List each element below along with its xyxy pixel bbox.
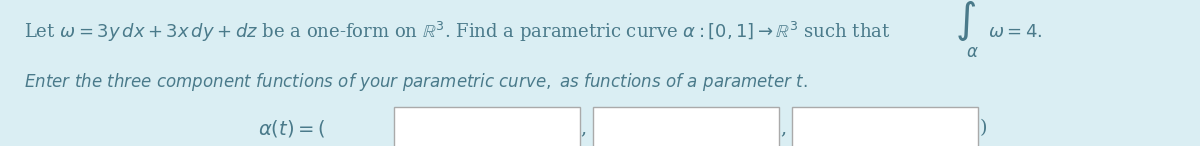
Text: $\int$: $\int$	[955, 0, 977, 43]
FancyBboxPatch shape	[792, 107, 978, 146]
Text: Let $\omega = 3y\,dx + 3x\,dy + dz$ be a one-form on $\mathbb{R}^3$. Find a para: Let $\omega = 3y\,dx + 3x\,dy + dz$ be a…	[24, 20, 890, 44]
FancyBboxPatch shape	[394, 107, 580, 146]
Text: $\omega = 4.$: $\omega = 4.$	[988, 23, 1042, 41]
FancyBboxPatch shape	[593, 107, 779, 146]
Text: $\alpha$: $\alpha$	[966, 44, 979, 61]
Text: $\alpha(t) = ($: $\alpha(t) = ($	[258, 118, 325, 139]
Text: $\mathit{Enter\ the\ three\ component\ functions\ of\ your\ parametric\ curve,\ : $\mathit{Enter\ the\ three\ component\ f…	[24, 71, 808, 93]
Text: ,: ,	[581, 119, 587, 138]
Text: ,: ,	[780, 119, 786, 138]
Text: ): )	[979, 119, 986, 138]
